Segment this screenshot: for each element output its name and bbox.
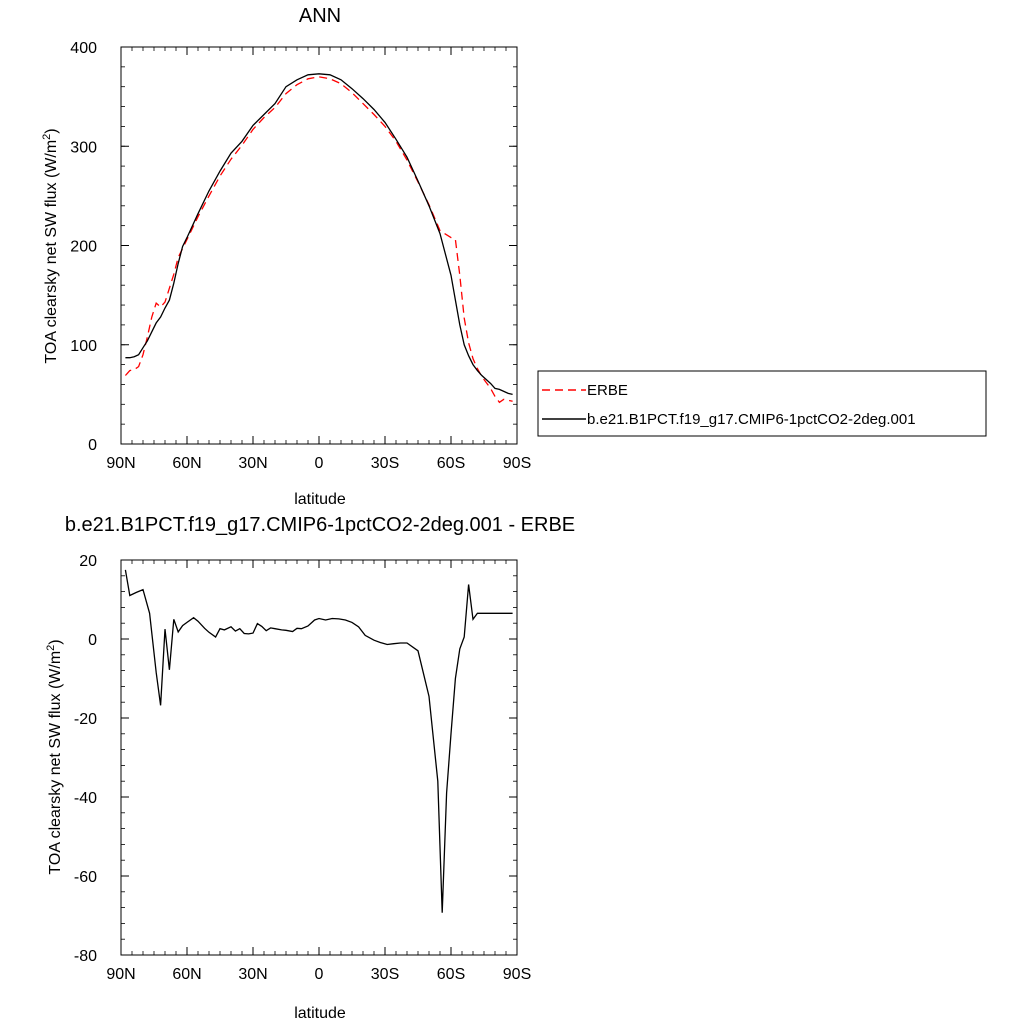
chart-bottom-y-axis-label: TOA clearsky net SW flux (W/m2) <box>45 639 64 874</box>
series-line-erbe <box>124 76 513 404</box>
y-tick-label: 0 <box>88 437 97 454</box>
x-tick-label: 60S <box>437 966 465 983</box>
x-tick-label: 30S <box>371 455 399 472</box>
y-tick-label: 300 <box>70 139 97 156</box>
y-tick-label: 20 <box>79 553 97 570</box>
chart-bottom-x-axis-label: latitude <box>294 1005 346 1022</box>
x-tick-label: 90N <box>106 966 135 983</box>
y-tick-label: 200 <box>70 239 97 256</box>
legend-box <box>537 370 987 437</box>
chart-top-title: ANN <box>299 5 341 27</box>
y-tick-label: -80 <box>74 948 97 965</box>
y-tick-label: 400 <box>70 40 97 57</box>
plot-frame <box>120 46 518 445</box>
x-tick-label: 30N <box>238 455 267 472</box>
x-tick-label: 0 <box>315 966 324 983</box>
y-tick-label: -20 <box>74 711 97 728</box>
legend-label-model: b.e21.B1PCT.f19_g17.CMIP6-1pctCO2-2deg.0… <box>587 411 916 428</box>
x-tick-label: 90N <box>106 455 135 472</box>
chart-bottom: b.e21.B1PCT.f19_g17.CMIP6-1pctCO2-2deg.0… <box>45 514 575 1022</box>
series-line-model <box>125 73 513 396</box>
x-tick-label: 90S <box>503 455 531 472</box>
y-tick-label: -60 <box>74 869 97 886</box>
chart-bottom-plot-area: 90N 60N 30N 0 30S 60S 90S -80 -60 -40 -20 0 20 <box>74 553 531 983</box>
chart-top-plot-area: 90N 60N 30N 0 30S 60S 90S 0 100 200 300 400 <box>70 40 531 472</box>
y-tick-label: -40 <box>74 790 97 807</box>
x-tick-label: 30S <box>371 966 399 983</box>
x-tick-label: 60S <box>437 455 465 472</box>
chart-top: ANN 90N 60N 30N 0 30S 60S 90S 0 100 200 300 400 lat… <box>41 5 987 508</box>
legend-label-erbe: ERBE <box>587 382 628 399</box>
chart-bottom-title: b.e21.B1PCT.f19_g17.CMIP6-1pctCO2-2deg.0… <box>65 514 575 536</box>
x-tick-label: 90S <box>503 966 531 983</box>
plot-frame <box>120 559 518 956</box>
y-tick-label: 100 <box>70 338 97 355</box>
chart-top-x-axis-label: latitude <box>294 491 346 508</box>
y-tick-label: 0 <box>88 632 97 649</box>
x-tick-label: 60N <box>172 455 201 472</box>
chart-top-y-axis-label: TOA clearsky net SW flux (W/m2) <box>41 128 60 363</box>
x-tick-label: 60N <box>172 966 201 983</box>
x-tick-label: 0 <box>315 455 324 472</box>
x-tick-label: 30N <box>238 966 267 983</box>
series-line-difference <box>124 569 513 913</box>
chart-top-legend: ERBE b.e21.B1PCT.f19_g17.CMIP6-1pctCO2-2… <box>537 370 987 437</box>
